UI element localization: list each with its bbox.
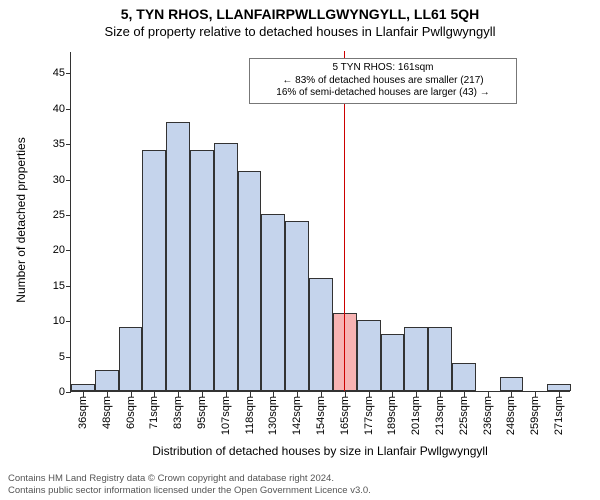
x-tick-label: 36sqm	[77, 396, 89, 429]
x-tick-label: 60sqm	[125, 396, 137, 429]
x-tick-label: 130sqm	[267, 396, 279, 435]
histogram-bar	[214, 143, 238, 391]
histogram-bar	[333, 313, 357, 391]
histogram-bar	[119, 327, 143, 391]
y-tick-label: 15	[35, 280, 65, 292]
histogram-bar	[381, 334, 405, 391]
y-tick-label: 35	[35, 138, 65, 150]
histogram-bar	[500, 377, 524, 391]
chart-subtitle: Size of property relative to detached ho…	[0, 22, 600, 43]
x-tick-label: 71sqm	[148, 396, 160, 429]
histogram-bar	[452, 363, 476, 391]
histogram-bar	[357, 320, 381, 391]
x-tick-label: 118sqm	[244, 396, 256, 434]
footer-line-1: Contains HM Land Registry data © Crown c…	[8, 473, 371, 484]
histogram-bar	[309, 278, 333, 391]
x-tick-label: 165sqm	[339, 396, 351, 435]
x-tick-label: 177sqm	[363, 396, 375, 435]
x-tick-label: 107sqm	[220, 396, 232, 435]
histogram-bar	[190, 150, 214, 391]
info-callout-line: 5 TYN RHOS: 161sqm	[256, 62, 510, 75]
x-tick-label: 154sqm	[315, 396, 327, 435]
histogram-bar	[285, 221, 309, 391]
y-tick-label: 40	[35, 103, 65, 115]
x-tick-label: 189sqm	[386, 396, 398, 435]
histogram-bar	[404, 327, 428, 391]
histogram-bar	[547, 384, 571, 391]
x-tick-label: 248sqm	[505, 396, 517, 435]
y-tick-label: 25	[35, 209, 65, 221]
info-callout-line: 16% of semi-detached houses are larger (…	[256, 87, 510, 100]
y-tick-label: 0	[35, 386, 65, 398]
x-tick-label: 201sqm	[410, 396, 422, 435]
x-axis-label: Distribution of detached houses by size …	[70, 444, 570, 458]
x-tick-label: 236sqm	[482, 396, 494, 435]
x-tick-label: 271sqm	[553, 396, 565, 435]
footer-attribution: Contains HM Land Registry data © Crown c…	[8, 473, 371, 496]
chart-plot-area: 05101520253035404536sqm48sqm60sqm71sqm83…	[70, 52, 570, 392]
info-callout-box: 5 TYN RHOS: 161sqm← 83% of detached hous…	[249, 58, 517, 104]
x-tick-label: 225sqm	[458, 396, 470, 435]
y-tick-label: 45	[35, 67, 65, 79]
chart-title-address: 5, TYN RHOS, LLANFAIRPWLLGWYNGYLL, LL61 …	[0, 0, 600, 22]
histogram-bar	[261, 214, 285, 391]
histogram-bar	[166, 122, 190, 391]
x-tick-label: 213sqm	[434, 396, 446, 435]
y-tick-label: 20	[35, 244, 65, 256]
y-tick-label: 5	[35, 351, 65, 363]
x-tick-label: 48sqm	[101, 396, 113, 429]
info-callout-line: ← 83% of detached houses are smaller (21…	[256, 75, 510, 88]
histogram-bar	[142, 150, 166, 391]
histogram-bar	[71, 384, 95, 391]
y-axis-label: Number of detached properties	[14, 137, 28, 302]
x-tick-label: 83sqm	[172, 396, 184, 429]
x-tick-label: 95sqm	[196, 396, 208, 429]
histogram-bar	[95, 370, 119, 391]
y-tick-label: 30	[35, 174, 65, 186]
footer-line-2: Contains public sector information licen…	[8, 485, 371, 496]
x-tick-label: 142sqm	[291, 396, 303, 435]
y-tick-label: 10	[35, 315, 65, 327]
x-tick-label: 259sqm	[529, 396, 541, 435]
histogram-bar	[238, 171, 262, 391]
histogram-bar	[428, 327, 452, 391]
